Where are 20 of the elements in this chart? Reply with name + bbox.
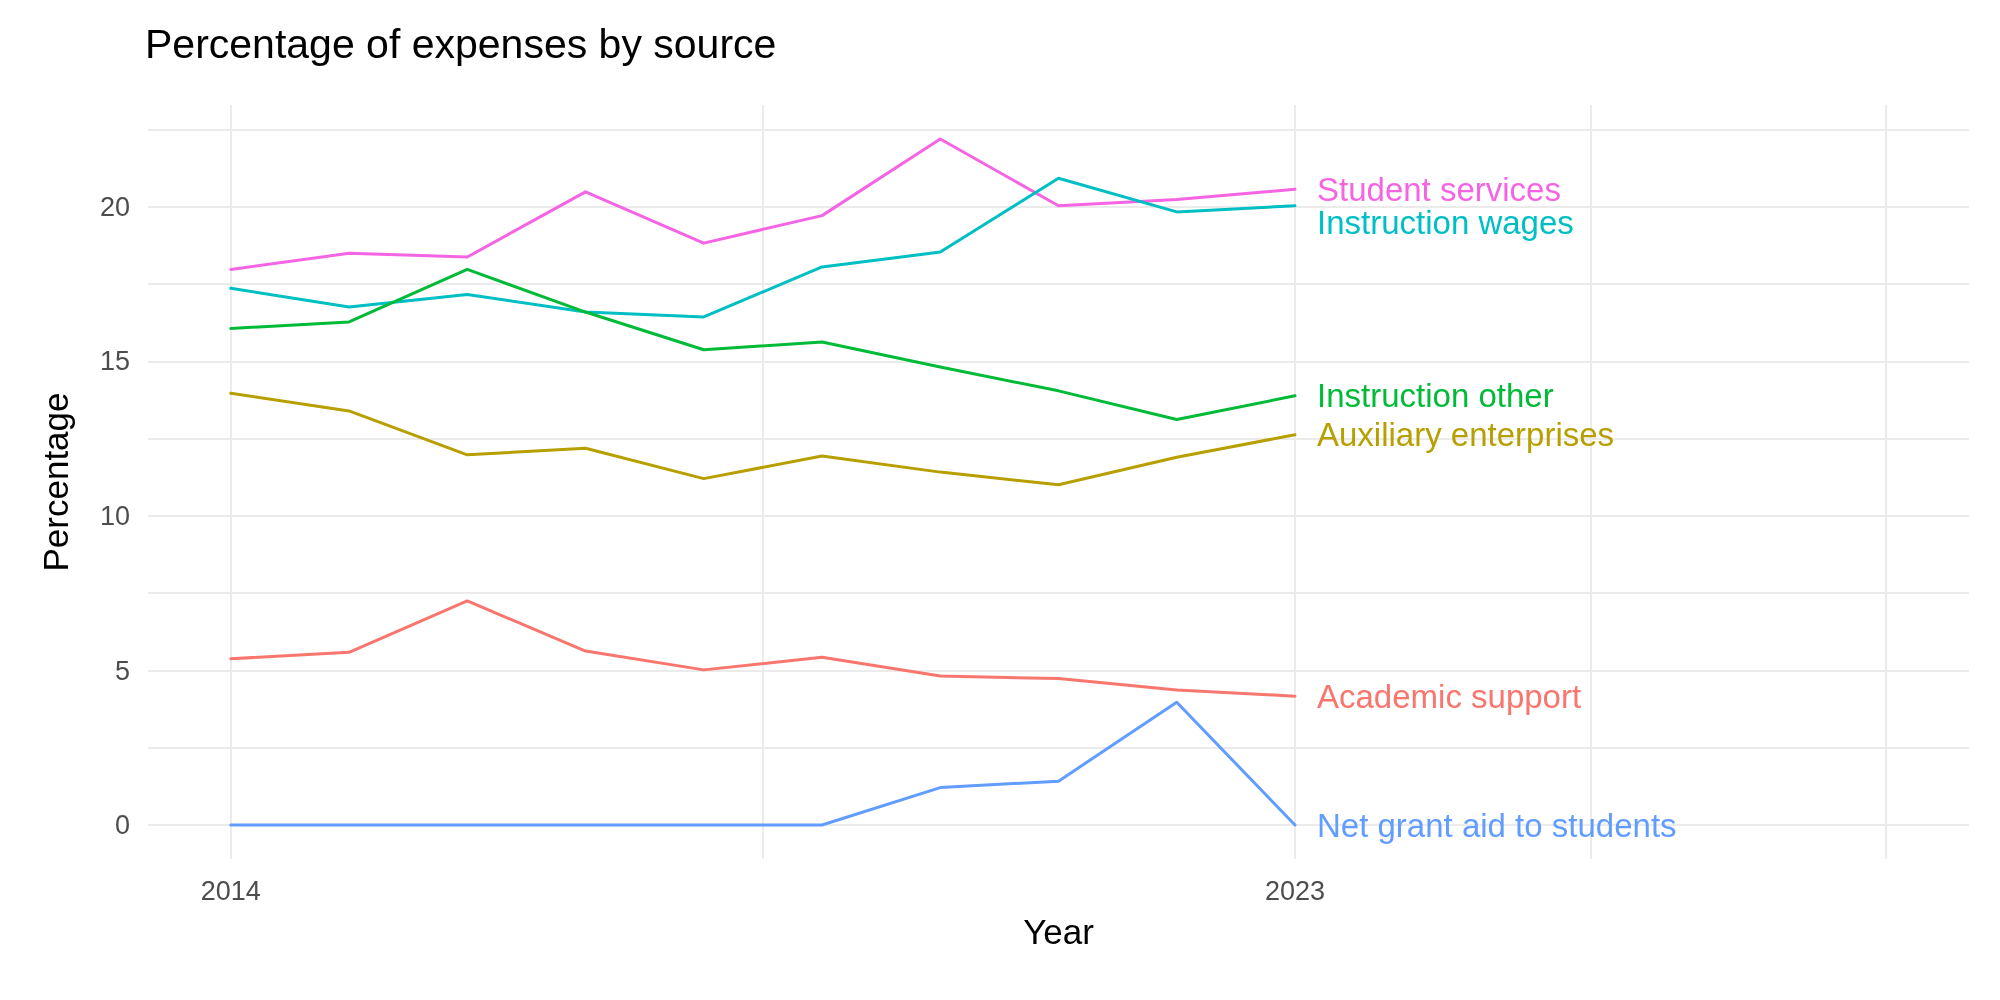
y-axis-title: Percentage (36, 392, 75, 572)
line-series (229, 137, 1297, 271)
series-label: Academic support (1316, 677, 1582, 715)
series-label: Net grant aid to students (1316, 806, 1677, 844)
series-label: Auxiliary enterprises (1316, 416, 1615, 454)
y-tick-label: 5 (114, 655, 130, 686)
chart-title: Percentage of expenses by source (145, 20, 777, 67)
y-tick-label: 15 (99, 346, 130, 377)
x-tick-label: 2023 (1264, 875, 1326, 906)
x-axis-title: Year (1023, 912, 1095, 951)
line-series (229, 176, 1297, 319)
line-series (229, 599, 1297, 698)
line-series (229, 267, 1297, 422)
line-series (229, 391, 1297, 487)
y-tick-label: 0 (114, 810, 130, 841)
y-tick-label: 20 (99, 191, 130, 222)
series-label: Instruction other (1316, 377, 1554, 415)
y-tick-label: 10 (99, 500, 130, 531)
line-series (229, 700, 1297, 827)
x-tick-label: 2014 (200, 875, 261, 906)
